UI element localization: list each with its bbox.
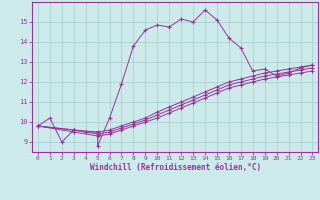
X-axis label: Windchill (Refroidissement éolien,°C): Windchill (Refroidissement éolien,°C) xyxy=(90,163,261,172)
